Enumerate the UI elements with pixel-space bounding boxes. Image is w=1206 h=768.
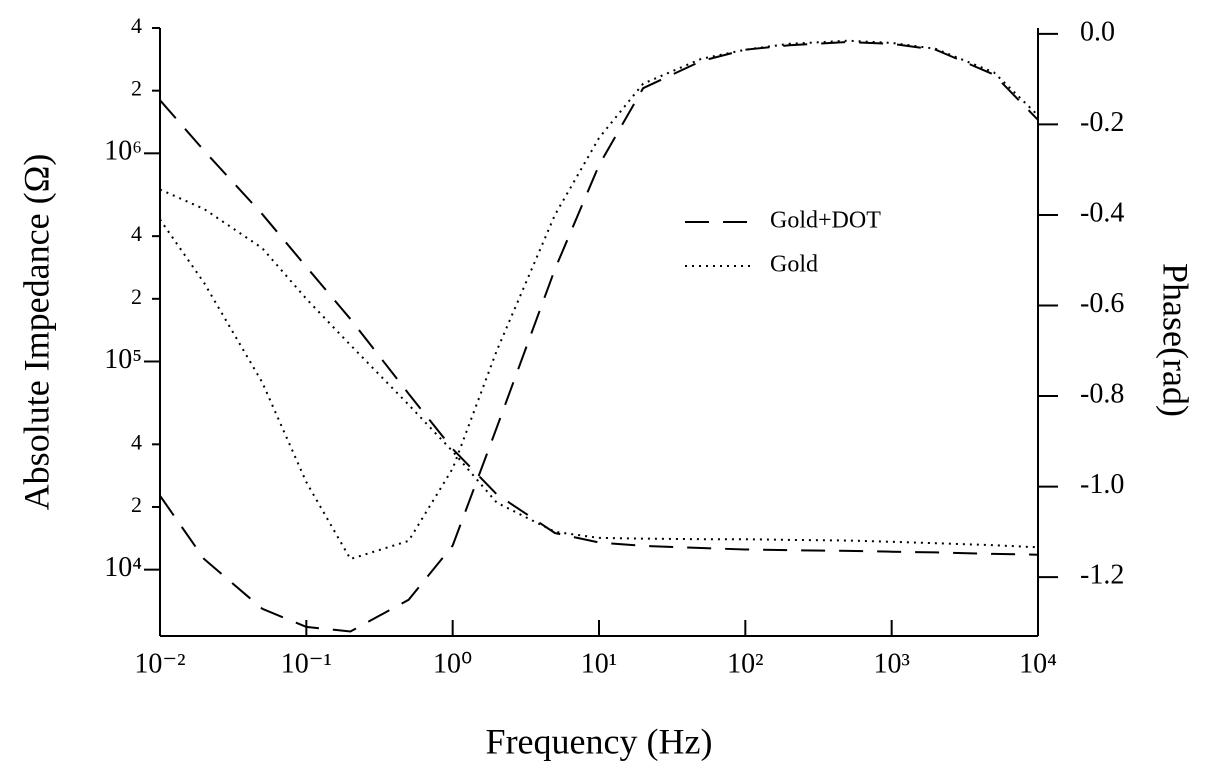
y2-tick-label: -0.6 <box>1080 288 1124 319</box>
y-tick-label: 4 <box>131 13 142 38</box>
legend-label: Gold <box>770 252 818 278</box>
x-tick-label: 10⁻² <box>134 648 185 679</box>
y2-tick-label: 0.0 <box>1080 16 1115 47</box>
x-tick-label: 10³ <box>873 648 909 679</box>
x-axis-label: Frequency (Hz) <box>486 721 713 761</box>
y-axis-label: Absolute Impedance (Ω) <box>16 154 56 511</box>
x-tick-label: 10⁻¹ <box>281 648 332 679</box>
x-tick-label: 10² <box>727 648 763 679</box>
series-line <box>160 40 1038 633</box>
series-line <box>160 39 1038 561</box>
series-line <box>160 188 1038 549</box>
y2-axis-label: Phase(rad) <box>1156 263 1196 417</box>
x-tick-label: 10⁰ <box>433 648 472 679</box>
y-tick-label: 2 <box>131 284 142 309</box>
x-tick-label: 10⁴ <box>1019 648 1057 679</box>
series-line <box>160 99 1038 556</box>
y-tick-label: 4 <box>131 429 142 454</box>
x-tick-label: 10¹ <box>581 648 617 679</box>
y2-tick-label: -0.2 <box>1080 107 1124 138</box>
y-tick-label: 2 <box>131 492 142 517</box>
plot-lines <box>160 39 1038 633</box>
y2-tick-label: -0.8 <box>1080 378 1124 409</box>
y2-tick-label: -0.4 <box>1080 197 1124 228</box>
y-tick-label: 4 <box>131 221 142 246</box>
y2-tick-label: -1.2 <box>1080 560 1124 591</box>
y-tick-label: 2 <box>131 76 142 101</box>
y-tick-label: 10⁵ <box>104 344 142 375</box>
y-tick-label: 10⁴ <box>104 552 142 583</box>
y-tick-label: 10⁶ <box>104 136 142 167</box>
y2-tick-label: -1.0 <box>1080 469 1124 500</box>
legend-label: Gold+DOT <box>770 208 881 234</box>
